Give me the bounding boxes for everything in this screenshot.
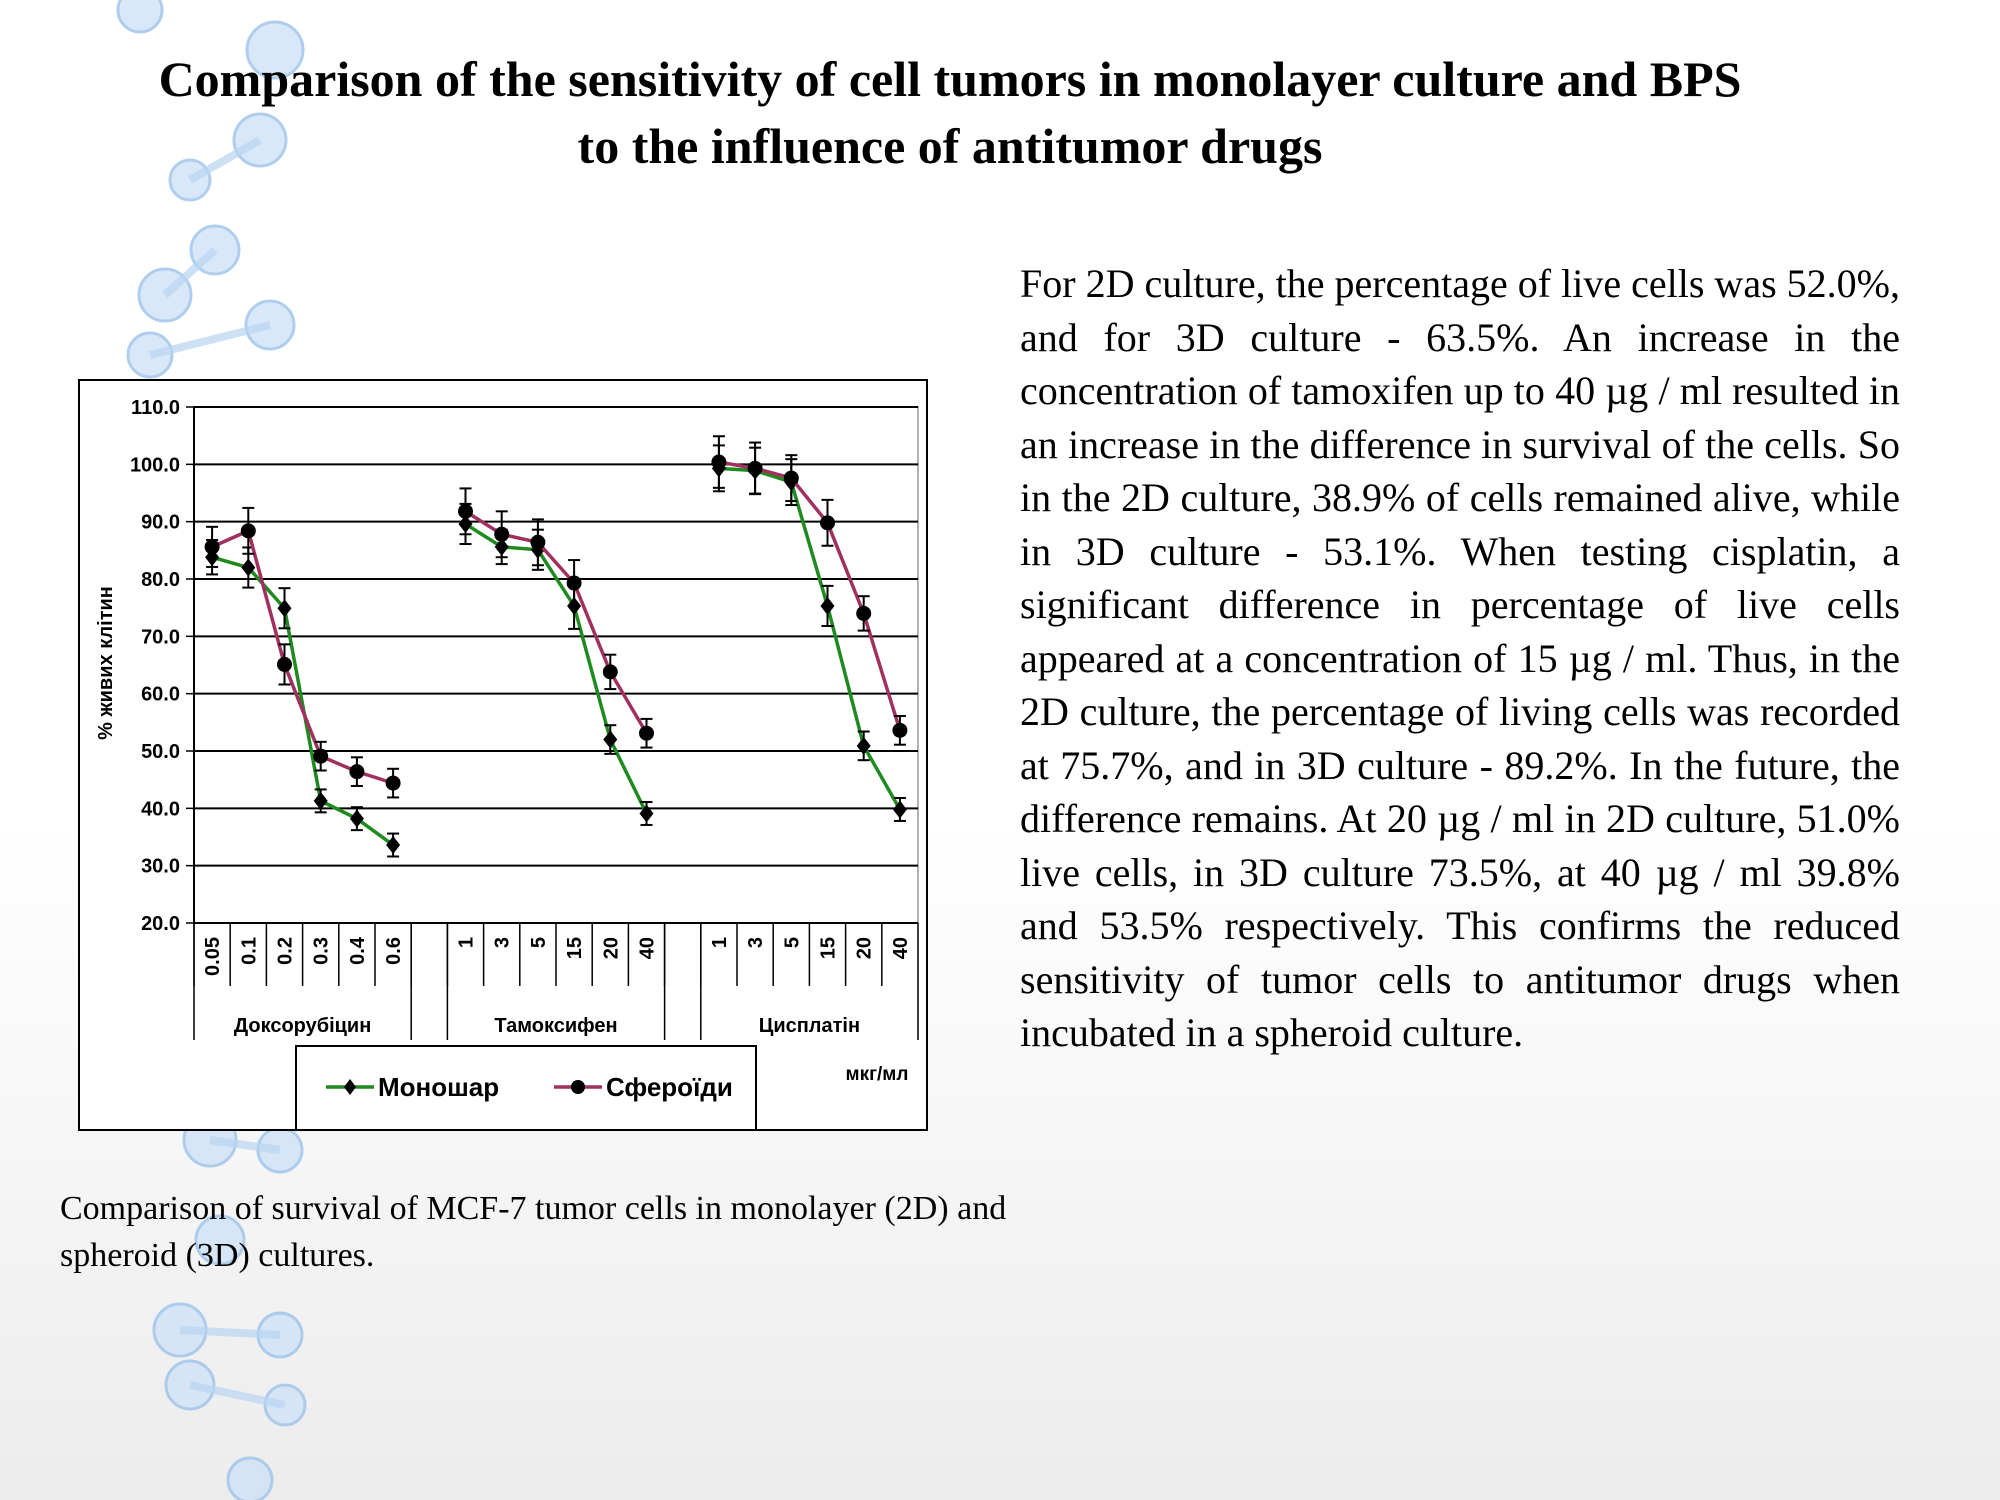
x-tick-label: 40: [637, 937, 659, 959]
x-tick-label: 3: [492, 937, 514, 948]
x-tick-label: 15: [818, 937, 840, 959]
x-tick-label: 20: [600, 937, 622, 959]
group-label: Доксорубіцин: [234, 1015, 371, 1037]
data-point: [277, 599, 292, 618]
data-point: [385, 775, 401, 791]
data-point: [639, 804, 654, 823]
data-point: [783, 470, 799, 486]
title-line: to the influence of antitumor drugs: [577, 118, 1323, 174]
data-point: [566, 575, 582, 591]
x-tick-label: 5: [528, 937, 550, 948]
x-tick-label: 0.2: [275, 937, 297, 965]
x-tick-label: 0.05: [202, 937, 224, 976]
group-label: Цисплатін: [759, 1015, 860, 1037]
figure-caption: Comparison of survival of MCF-7 tumor ce…: [60, 1190, 1007, 1274]
data-point: [711, 454, 727, 470]
y-tick-label: 80.0: [141, 569, 180, 591]
y-tick-label: 60.0: [141, 684, 180, 706]
data-point: [602, 664, 618, 680]
data-point: [530, 534, 546, 550]
data-point: [820, 515, 835, 531]
data-point: [856, 736, 871, 755]
y-tick-label: 110.0: [131, 397, 180, 419]
data-point: [241, 558, 256, 577]
x-tick-label: 5: [781, 937, 803, 948]
group-label: Тамоксифен: [494, 1015, 617, 1037]
x-tick-label: 0.4: [347, 936, 369, 965]
y-tick-label: 70.0: [141, 626, 180, 648]
x-tick-label: 1: [456, 937, 478, 948]
data-point: [204, 539, 220, 555]
data-point: [349, 809, 364, 828]
data-point: [892, 800, 907, 819]
y-tick-label: 50.0: [141, 741, 180, 763]
y-tick-label: 90.0: [141, 512, 180, 534]
x-tick-label: 40: [890, 937, 912, 959]
x-tick-label: 1: [709, 937, 731, 948]
data-point: [494, 526, 510, 542]
data-point: [313, 748, 329, 764]
data-point: [603, 730, 618, 749]
y-axis-label: % живих клітин: [95, 586, 117, 740]
x-tick-label: 0.3: [311, 937, 333, 965]
y-tick-label: 40.0: [141, 798, 180, 820]
data-point: [820, 596, 835, 615]
legend-marker: [344, 1079, 356, 1095]
body-text: For 2D culture, the percentage of live c…: [1020, 261, 1900, 1055]
data-point: [349, 764, 365, 780]
data-point: [856, 605, 872, 621]
x-tick-label: 3: [745, 937, 767, 948]
data-point: [277, 656, 292, 672]
legend-marker: [571, 1080, 585, 1094]
y-tick-label: 100.0: [130, 454, 180, 476]
legend-box: [295, 1045, 757, 1131]
data-point: [240, 523, 256, 539]
title-line: Comparison of the sensitivity of cell tu…: [158, 51, 1742, 107]
data-point: [747, 460, 763, 476]
x-tick-label: 0.1: [238, 937, 260, 965]
data-point: [458, 503, 473, 519]
data-point: [892, 722, 908, 738]
legend-label: Сфероїди: [606, 1072, 733, 1102]
x-unit-label: мкг/мл: [846, 1064, 909, 1085]
y-tick-label: 30.0: [141, 856, 180, 878]
data-point: [386, 836, 401, 855]
x-tick-label: 0.6: [383, 937, 405, 965]
x-tick-label: 15: [564, 937, 586, 959]
legend-label: Моношар: [378, 1072, 499, 1102]
y-tick-label: 20.0: [141, 913, 180, 935]
x-tick-label: 20: [854, 937, 876, 959]
data-point: [313, 791, 328, 810]
data-point: [639, 725, 654, 741]
